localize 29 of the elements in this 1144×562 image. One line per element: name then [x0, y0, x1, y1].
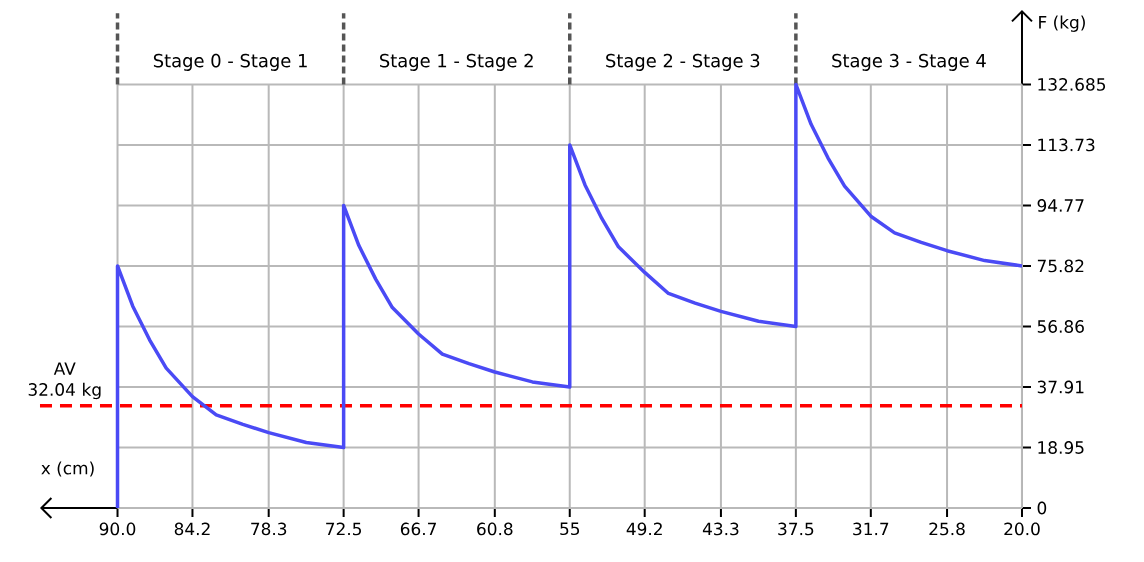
- x-tick-label: 66.7: [400, 522, 436, 536]
- y-tick-label: 37.91: [1037, 380, 1084, 394]
- annotation: Stage 2 - Stage 3: [606, 53, 760, 71]
- x-tick-label: 49.2: [626, 522, 662, 536]
- y-tick-label: 113.73: [1038, 138, 1095, 152]
- y-tick-label: 18.95: [1038, 441, 1084, 454]
- y-axis-title: F (kg): [1039, 15, 1085, 32]
- x-tick-label: 60.8: [477, 522, 513, 536]
- x-axis-title: x (cm): [41, 461, 94, 477]
- x-tick-label: 84.2: [174, 522, 210, 536]
- x-tick-label: 78.3: [251, 522, 287, 536]
- y-tick-label: 75.82: [1037, 259, 1084, 273]
- annotation: Stage 3 - Stage 4: [832, 53, 986, 71]
- annotation: Stage 0 - Stage 1: [153, 53, 307, 71]
- line-series: [115, 82, 1024, 510]
- y-tick-label: 132.685: [1038, 78, 1106, 91]
- y-tick-label: 0: [1037, 501, 1047, 515]
- annotation: Stage 1 - Stage 2: [380, 53, 533, 71]
- x-tick-label: 55: [560, 522, 580, 536]
- y-tick-label: 94.77: [1037, 199, 1084, 212]
- ref-line-label: AV 32.04 kg: [28, 362, 101, 400]
- x-tick-label: 43.3: [702, 522, 739, 536]
- y-tick-label: 56.86: [1037, 320, 1084, 333]
- x-tick-label: 37.5: [778, 522, 814, 536]
- x-tick-label: 31.7: [853, 522, 889, 536]
- x-tick-label: 90.0: [99, 522, 136, 536]
- x-tick-label: 72.5: [326, 522, 361, 536]
- x-tick-label: 20.0: [1004, 522, 1040, 536]
- x-tick-label: 25.8: [929, 522, 965, 536]
